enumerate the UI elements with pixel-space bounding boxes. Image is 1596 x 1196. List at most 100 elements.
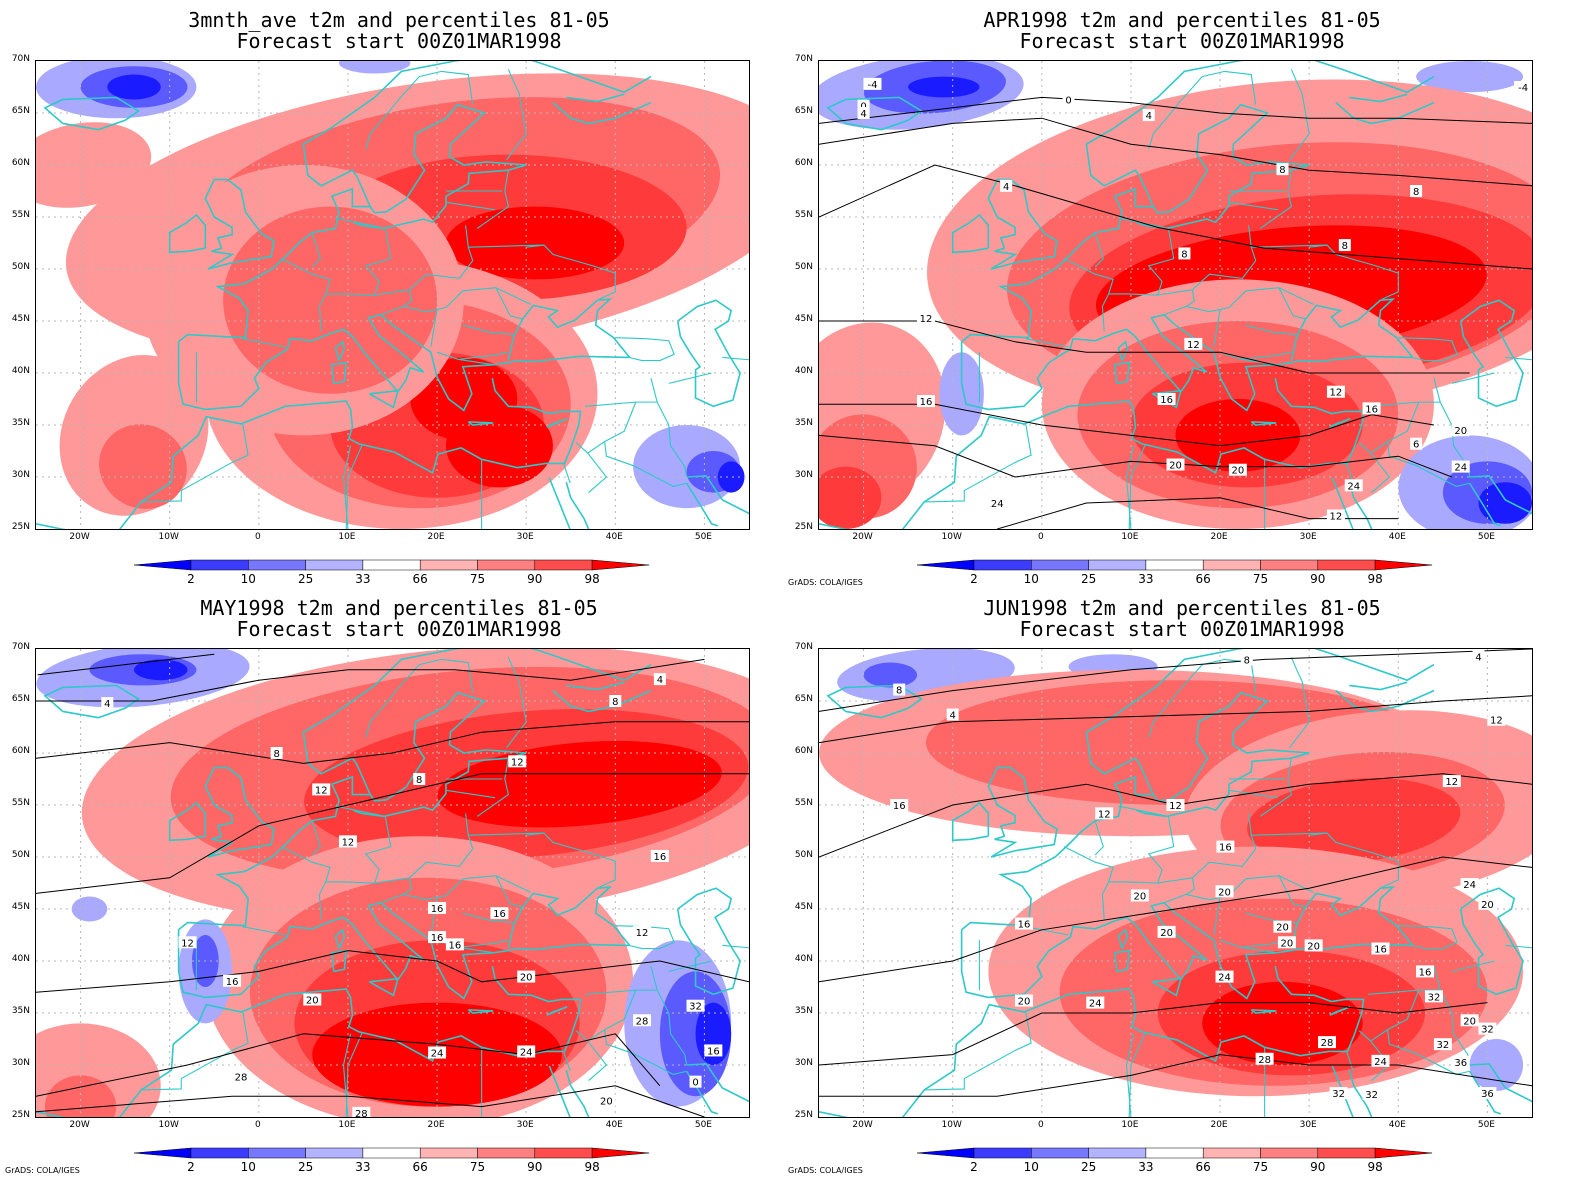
- country-border: [495, 287, 531, 305]
- country-border: [325, 228, 392, 296]
- coastline: [552, 689, 652, 713]
- country-border: [1278, 287, 1314, 305]
- colorbar-segment: [190, 1147, 249, 1159]
- country-border: [1213, 897, 1221, 936]
- contour-label-text: 16: [654, 852, 667, 863]
- coastline: [686, 1063, 749, 1103]
- lon-tick-label: 0: [254, 532, 261, 542]
- contour-label: 36: [1478, 1087, 1497, 1100]
- colorbar-arrow-high: [591, 559, 650, 571]
- country-border: [462, 912, 514, 924]
- colorbar-tick-label: 98: [1367, 572, 1383, 586]
- coastline: [552, 101, 652, 125]
- contour-label-text: 20: [1018, 997, 1031, 1008]
- colorbar-tick-label: 2: [970, 572, 978, 586]
- lat-tick-label: 55N: [794, 210, 813, 220]
- coastline: [168, 213, 207, 254]
- contour-label-text: 12: [511, 757, 524, 768]
- contour-label: 20: [1460, 1014, 1479, 1027]
- contour-label: 16: [1014, 917, 1033, 931]
- country-border: [924, 1011, 1032, 1091]
- contour-label-text: 32: [1481, 1025, 1494, 1036]
- coastline: [987, 766, 1058, 858]
- colorbar-tick-label: 66: [1195, 572, 1211, 586]
- coastline: [204, 766, 275, 858]
- colorbar-tick-label: 75: [469, 1160, 486, 1174]
- lat-tick-label: 35N: [11, 418, 30, 428]
- contour-label-text: 32: [1332, 1089, 1345, 1100]
- coastline: [1348, 1069, 1373, 1117]
- contour-label: 20: [1215, 885, 1234, 898]
- coastline: [676, 299, 741, 408]
- contour-label: 12: [1487, 713, 1506, 727]
- contour-label: 20: [1304, 939, 1323, 952]
- coastline: [1329, 1006, 1351, 1016]
- contour-label-text: 20: [1133, 891, 1146, 902]
- country-border: [242, 926, 286, 936]
- lat-tick-label: 50N: [794, 850, 813, 860]
- colorbar-tick-label: 25: [1080, 1160, 1097, 1174]
- percentile-shading-blue-dark: [908, 76, 980, 98]
- country-border: [1163, 289, 1195, 316]
- contour-label-text: 20: [1463, 1016, 1476, 1027]
- panel-title-line2: Forecast start 00Z01MAR1998: [236, 617, 562, 641]
- colorbar-segment: [477, 1147, 536, 1159]
- contour-label: 4: [101, 697, 114, 710]
- country-border: [924, 423, 1032, 503]
- contour-label-text: 20: [600, 1096, 613, 1107]
- contour-label: 12: [916, 311, 935, 325]
- contour-label: 32: [1478, 1022, 1497, 1036]
- lat-tick-label: 70N: [11, 642, 30, 652]
- colorbar-svg: [133, 559, 650, 571]
- contour-label: 28: [231, 1070, 250, 1083]
- contour-label: 16: [1157, 393, 1176, 406]
- contour-label-text: 20: [1169, 461, 1182, 472]
- coastline: [1468, 1070, 1502, 1115]
- map-panel-may1998: MAY1998 t2m and percentiles 81-05 Foreca…: [0, 588, 798, 1188]
- colorbar-segment: [1317, 1147, 1376, 1159]
- contour-label-text: 12: [1490, 716, 1503, 727]
- contour-label: 12: [1184, 337, 1203, 351]
- panel-title-line1: 3mnth_ave t2m and percentiles 81-05: [188, 8, 610, 32]
- coastline: [819, 966, 1365, 1117]
- lat-tick-label: 50N: [11, 850, 30, 860]
- country-border: [242, 338, 286, 348]
- lat-tick-label: 45N: [794, 314, 813, 324]
- country-border: [1094, 233, 1104, 268]
- colorbar-tick-label: 33: [1138, 572, 1154, 586]
- contour-label-text: 20: [1218, 887, 1231, 898]
- contour-label-text: 20: [1160, 928, 1173, 939]
- contour-label-text: 8: [1279, 165, 1285, 176]
- coastline: [1290, 886, 1414, 949]
- country-border: [441, 658, 474, 693]
- coastline: [1469, 475, 1532, 515]
- lat-tick-label: 40N: [794, 366, 813, 376]
- coastline: [1329, 418, 1351, 428]
- colorbar-segment: [1088, 1147, 1147, 1159]
- temperature-contour: [36, 653, 215, 676]
- colorbar-segment: [1031, 1147, 1089, 1159]
- colorbar-tick-label: 33: [1138, 1160, 1154, 1174]
- country-border: [1128, 444, 1146, 529]
- colorbar-segment: [1088, 559, 1147, 571]
- colorbar-svg: [916, 559, 1433, 571]
- country-border: [446, 201, 496, 211]
- country-border: [1186, 875, 1306, 908]
- country-border: [1289, 69, 1310, 161]
- country-border: [656, 989, 688, 1066]
- country-border: [587, 452, 608, 494]
- colorbar-tick-label: 66: [412, 1160, 428, 1174]
- colorbar-segment: [973, 1147, 1032, 1159]
- contour-label: 28: [633, 1014, 652, 1027]
- lat-tick-label: 70N: [794, 642, 813, 652]
- contour-label: 16: [1371, 942, 1390, 956]
- contour-label-text: 8: [273, 749, 279, 760]
- contour-label-text: 24: [991, 499, 1004, 510]
- temperature-contour: [36, 1085, 705, 1117]
- coastline: [1250, 421, 1277, 426]
- contour-label: 20: [1478, 897, 1497, 911]
- colorbar-arrow-low: [133, 559, 192, 571]
- lat-tick-label: 30N: [11, 470, 30, 480]
- coastline: [1114, 361, 1131, 385]
- country-border: [1251, 244, 1328, 248]
